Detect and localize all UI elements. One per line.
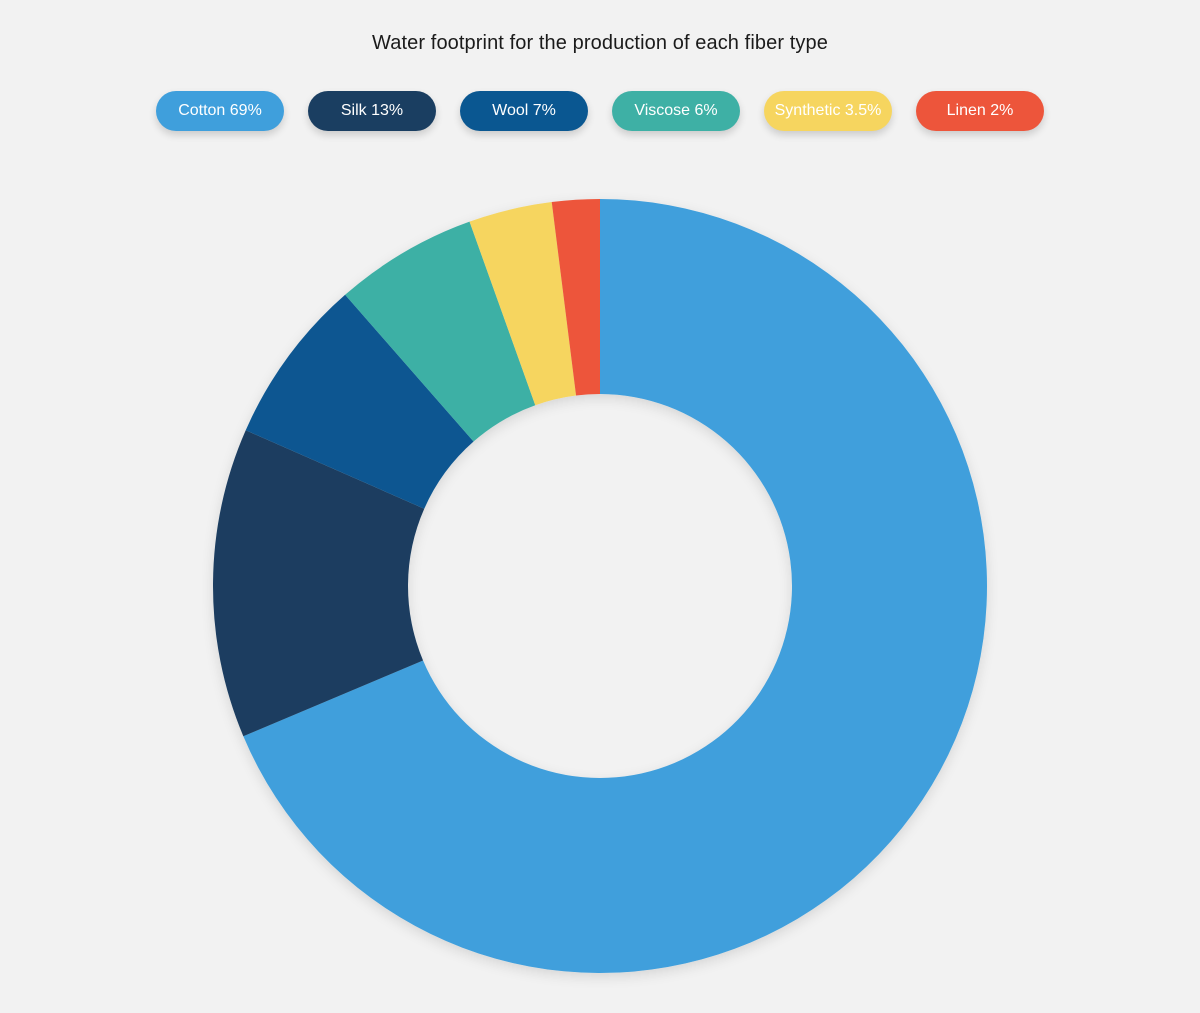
chart-title: Water footprint for the production of ea…	[372, 32, 828, 54]
slice-wool[interactable]	[245, 294, 474, 509]
slice-cotton[interactable]	[243, 199, 988, 974]
legend-item-linen[interactable]: Linen 2%	[916, 91, 1044, 131]
legend-item-silk[interactable]: Silk 13%	[308, 91, 436, 131]
slice-silk[interactable]	[213, 430, 425, 737]
legend-item-synthetic[interactable]: Synthetic 3.5%	[764, 91, 892, 131]
slice-viscose[interactable]	[345, 221, 536, 442]
slice-synthetic[interactable]	[469, 202, 577, 406]
slice-linen[interactable]	[551, 199, 600, 396]
legend: Cotton 69% Silk 13% Wool 7% Viscose 6% S…	[0, 91, 1200, 131]
legend-item-cotton[interactable]: Cotton 69%	[156, 91, 284, 131]
legend-item-wool[interactable]: Wool 7%	[460, 91, 588, 131]
legend-item-viscose[interactable]: Viscose 6%	[612, 91, 740, 131]
